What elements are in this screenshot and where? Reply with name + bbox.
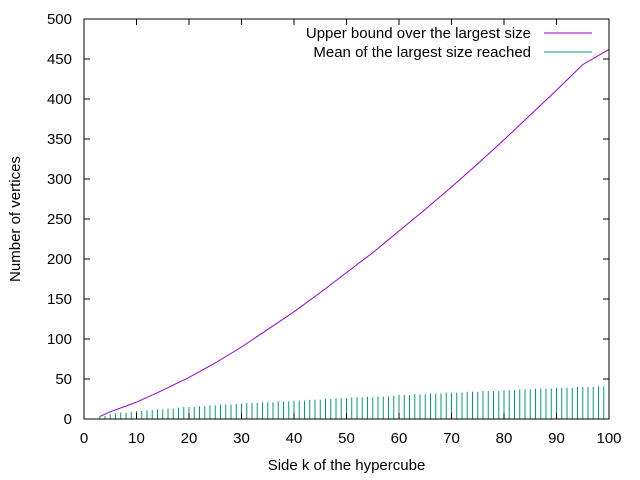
x-tick-label: 70 xyxy=(443,430,460,447)
y-tick-label: 150 xyxy=(47,291,72,308)
legend: Upper bound over the largest size Mean of… xyxy=(306,25,592,61)
y-tick-label: 450 xyxy=(47,51,72,68)
x-tick-label: 60 xyxy=(391,430,408,447)
y-axis-label: Number of vertices xyxy=(7,156,24,282)
x-tick-label: 80 xyxy=(496,430,513,447)
y-tick-label: 100 xyxy=(47,331,72,348)
x-axis-label: Side k of the hypercube xyxy=(268,457,426,474)
plot-area xyxy=(99,48,610,419)
series-line xyxy=(99,48,610,418)
x-tick-label: 0 xyxy=(80,430,88,447)
y-tick-label: 0 xyxy=(64,411,72,428)
x-tick-label: 50 xyxy=(338,430,355,447)
y-tick-label: 400 xyxy=(47,91,72,108)
y-tick-label: 350 xyxy=(47,131,72,148)
y-tick-label: 300 xyxy=(47,171,72,188)
y-tick-label: 50 xyxy=(55,371,72,388)
axis-ticks: 0 10 20 30 40 50 60 70 80 90 100 0 50 100 150 200 250 300… xyxy=(47,11,622,447)
x-tick-label: 20 xyxy=(181,430,198,447)
legend-entry-label: Mean of the largest size reached xyxy=(313,44,531,61)
x-tick-label: 10 xyxy=(128,430,145,447)
y-tick-label: 250 xyxy=(47,211,72,228)
x-tick-label: 30 xyxy=(233,430,250,447)
x-tick-label: 90 xyxy=(548,430,565,447)
legend-entry-label: Upper bound over the largest size xyxy=(306,25,531,42)
x-tick-label: 100 xyxy=(596,430,621,447)
y-tick-label: 500 xyxy=(47,11,72,28)
y-tick-label: 200 xyxy=(47,251,72,268)
x-tick-label: 40 xyxy=(286,430,303,447)
